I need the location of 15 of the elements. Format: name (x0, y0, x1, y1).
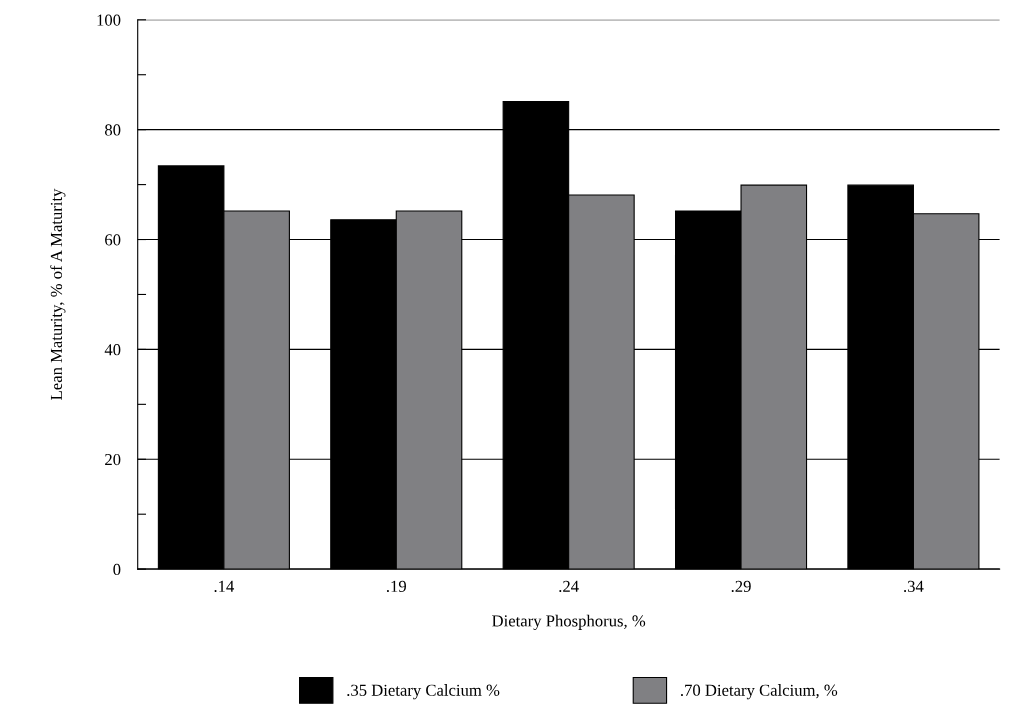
x-tick-label: .29 (731, 580, 751, 593)
legend-label: .35 Dietary Calcium % (347, 684, 500, 700)
x-axis-title: Dietary Phosphorus, % (492, 614, 646, 630)
x-tick-label: .34 (904, 580, 924, 593)
x-tick-label: .14 (214, 580, 235, 593)
y-tick-label: 40 (104, 344, 121, 356)
y-tick-label: 80 (105, 124, 121, 136)
y-tick-label: 60 (105, 234, 121, 246)
y-axis-title: Lean Maturity, % of A Maturity (50, 188, 66, 400)
x-tick-label: .19 (386, 580, 406, 593)
x-tick-label: .24 (559, 580, 579, 593)
legend-label: .70 Dietary Calcium, % (681, 684, 838, 700)
y-tick-label: 20 (105, 453, 121, 466)
y-tick-label: 100 (97, 14, 121, 26)
y-tick-label: 0 (113, 563, 121, 576)
